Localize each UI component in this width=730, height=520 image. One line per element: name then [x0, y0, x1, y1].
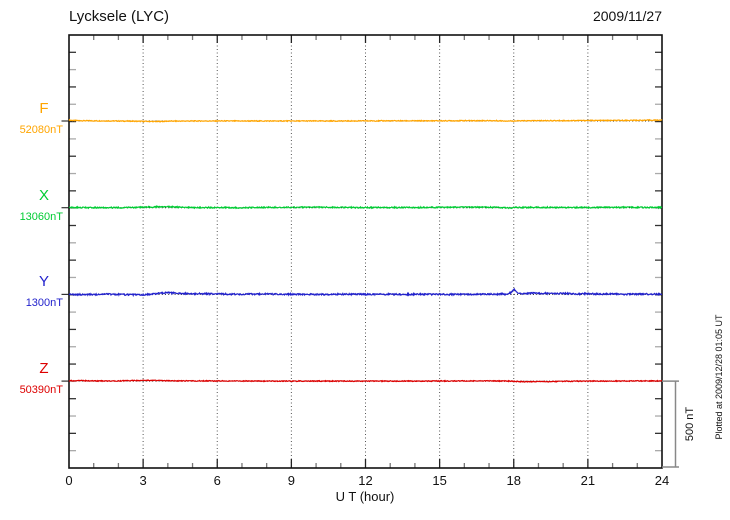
trace-X [68, 205, 663, 210]
channel-letter-F: F [39, 100, 49, 117]
channel-letter-X: X [38, 186, 49, 204]
channel-baseline-Z: 50390nT [19, 384, 63, 397]
x-axis-title: U T (hour) [335, 489, 395, 504]
x-tick-label-6: 6 [213, 473, 221, 488]
x-tick-label-24: 24 [654, 473, 670, 488]
plotted-at-note: Plotted at 2009/12/28 01:05 UT [714, 314, 724, 440]
plot-frame [68, 34, 663, 469]
trace-F [68, 118, 663, 123]
channel-baseline-Y: 1300nT [25, 297, 63, 310]
trace-Y [68, 287, 663, 298]
x-tick-label-12: 12 [358, 473, 373, 488]
x-tick-label-0: 0 [65, 473, 73, 488]
scale-bar-label: 500 nT [684, 406, 696, 442]
x-tick-label-15: 15 [432, 473, 447, 488]
x-tick-label-18: 18 [506, 473, 521, 488]
channel-baseline-X: 13060nT [19, 210, 63, 223]
channel-letter-Y: Y [38, 273, 49, 291]
plot-date: 2009/11/27 [592, 8, 662, 24]
x-tick-label-3: 3 [139, 473, 147, 488]
x-tick-label-21: 21 [580, 473, 596, 488]
x-tick-label-9: 9 [287, 473, 295, 488]
trace-Z [68, 379, 663, 383]
channel-letter-Z: Z [39, 360, 49, 378]
station-title: Lycksele (LYC) [69, 8, 170, 25]
channel-baseline-F: 52080nT [19, 124, 63, 136]
